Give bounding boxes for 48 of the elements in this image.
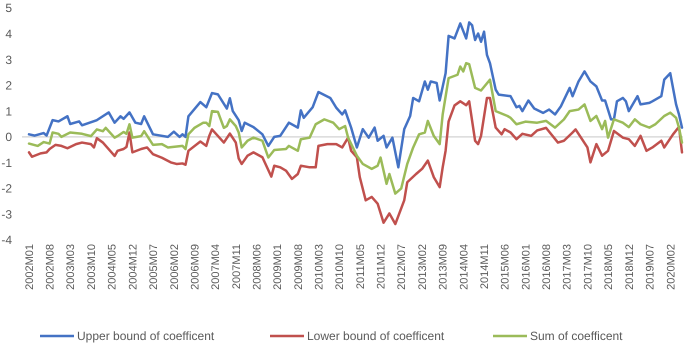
- x-tick-label: 2018M12: [624, 244, 636, 290]
- x-tick-label: 2018M05: [603, 244, 616, 290]
- y-tick-label: 0: [5, 130, 12, 144]
- legend-label: Lower bound of coefficent: [307, 329, 445, 344]
- y-tick-label: 5: [5, 1, 12, 16]
- line-series: [28, 96, 684, 226]
- y-tick-label: -3: [1, 207, 12, 222]
- x-tick-label: 2014M11: [479, 244, 492, 290]
- x-tick-label: 2013M09: [438, 244, 450, 290]
- x-tick-label: 2004M12: [127, 244, 140, 290]
- x-tick-label: 2016M08: [541, 244, 554, 290]
- legend-label: Upper bound of coefficent: [77, 329, 215, 344]
- x-tick-label: 2010M03: [313, 244, 326, 290]
- x-tick-label: 2017M10: [582, 244, 594, 290]
- legend-label: Sum of coefficent: [530, 329, 624, 344]
- y-tick-label: 2: [5, 78, 12, 93]
- x-tick-label: 2007M11: [230, 244, 243, 290]
- x-tick-label: 2007M04: [210, 244, 222, 290]
- y-tick-label: 3: [5, 52, 12, 67]
- x-tick-label: 2004M05: [106, 244, 119, 290]
- x-tick-label: 2009M08: [292, 244, 305, 290]
- x-tick-label: 2006M02: [168, 244, 181, 290]
- y-tick-label: -1: [1, 156, 12, 170]
- x-tick-label: 2010M10: [334, 244, 346, 290]
- x-tick-label: 2011M05: [354, 244, 367, 290]
- x-tick-label: 2017M03: [562, 244, 574, 290]
- x-tick-label: 2009M01: [272, 244, 284, 290]
- x-tick-label: 2012M07: [396, 244, 408, 290]
- y-tick-label: 4: [5, 26, 12, 41]
- x-tick-label: 2003M03: [65, 244, 78, 290]
- x-tick-label: 2003M10: [86, 244, 98, 290]
- x-tick-label: 2002M08: [44, 244, 57, 290]
- y-tick-label: -2: [1, 182, 12, 196]
- y-tick-label: 1: [5, 104, 12, 118]
- x-tick-label: 2011M12: [376, 244, 388, 290]
- x-tick-label: 2016M01: [520, 244, 532, 290]
- x-tick-label: 2008M06: [251, 244, 264, 290]
- y-tick-label: -4: [1, 233, 12, 248]
- x-tick-label: 2019M07: [644, 244, 656, 290]
- line-series: [28, 62, 684, 195]
- x-tick-label: 2015M06: [500, 244, 512, 290]
- x-tick-label: 2020M02: [665, 244, 678, 290]
- x-tick-label: 2006M09: [189, 244, 202, 290]
- line-series: [28, 21, 684, 169]
- x-tick-label: 2013M02: [417, 244, 430, 290]
- x-tick-label: 2014M04: [458, 244, 470, 290]
- x-tick-label: 2002M01: [24, 244, 36, 290]
- x-tick-label: 2005M07: [148, 244, 160, 290]
